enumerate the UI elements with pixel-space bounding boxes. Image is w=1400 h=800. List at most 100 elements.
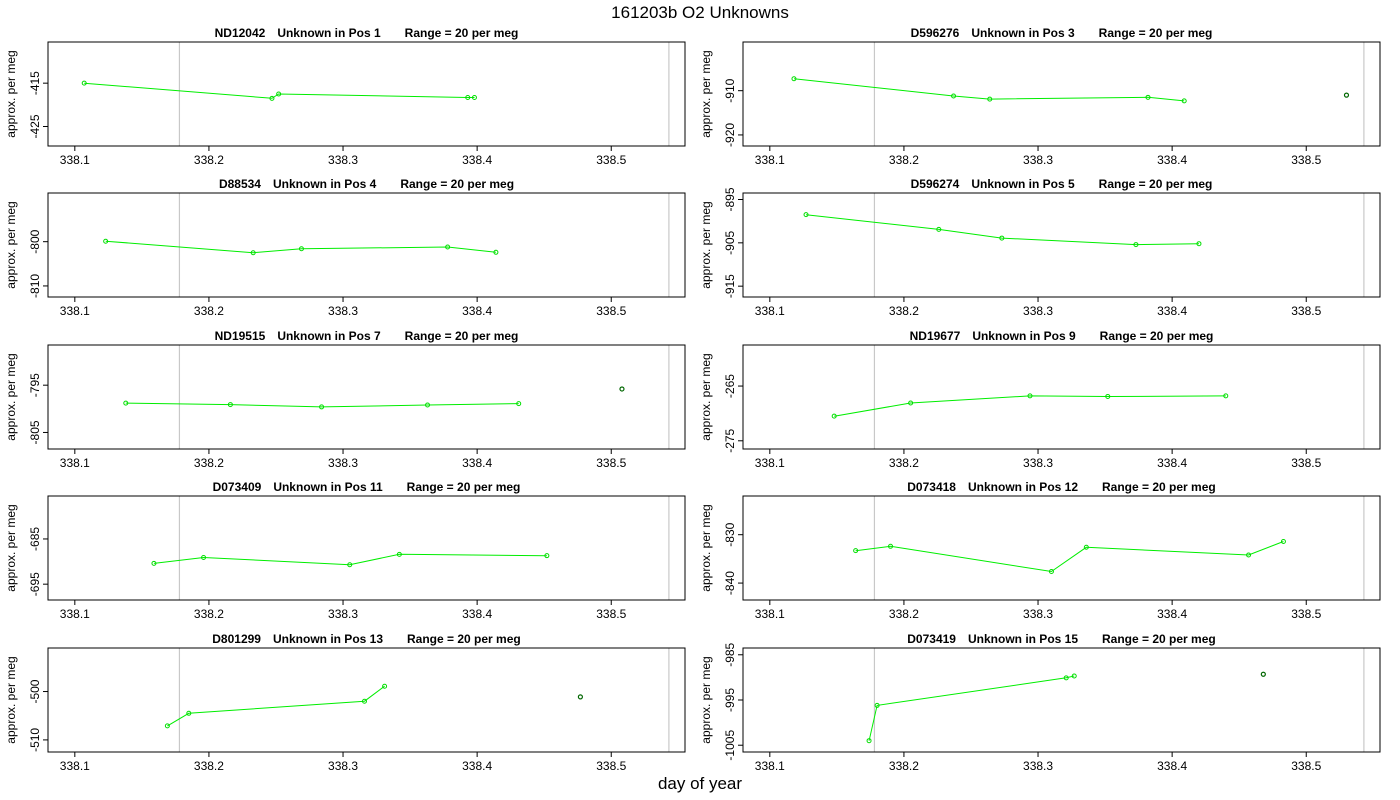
x-tick-label: 338.5 [1291,153,1321,167]
plot-frame [742,647,1381,753]
panel-title: D596274 Unknown in Pos 5 Range = 20 per me… [911,177,1213,191]
x-tick-label: 338.2 [889,304,919,318]
data-point [465,94,471,100]
data-point [888,543,894,549]
y-axis-label: approx. per meg [4,504,18,591]
panel-id: ND19677 [910,329,961,343]
panel-pos-label: Unknown in Pos 15 [968,632,1078,646]
y-tick-label: -985 [723,642,737,666]
panel-d073419: D073419 Unknown in Pos 15 Range = 20 per m… [699,632,1381,773]
series-line [834,395,1226,417]
panel-range-label: Range = 20 per meg [1100,329,1214,343]
series-line [793,78,1185,102]
y-tick-label: -895 [723,187,737,211]
plot-frame [742,344,1381,450]
panel-pos-label: Unknown in Pos 5 [971,177,1075,191]
main-title: 161203b O2 Unknowns [611,3,789,22]
panel-title: ND12042 Unknown in Pos 1 Range = 20 per me… [215,26,519,40]
y-tick-label: -510 [28,728,42,752]
panel-pos-label: Unknown in Pos 12 [968,480,1078,494]
x-tick-label: 338.3 [1023,759,1053,773]
data-point [103,238,109,244]
y-axis-label: approx. per meg [699,656,713,743]
y-tick-label: -275 [723,428,737,452]
panel-d596274: D596274 Unknown in Pos 5 Range = 20 per me… [699,177,1381,318]
data-point [874,702,880,708]
panel-d801299: D801299 Unknown in Pos 13 Range = 20 per m… [4,632,686,773]
y-axis-label: approx. per meg [4,656,18,743]
data-point [1048,568,1054,574]
data-point [269,95,275,101]
panel-range-label: Range = 20 per meg [1099,177,1213,191]
panel-id: D073419 [907,632,956,646]
x-tick-label: 338.4 [1157,759,1187,773]
data-point [250,250,256,256]
plot-frame [47,41,686,147]
series-line [105,240,496,254]
panel-nd12042: ND12042 Unknown in Pos 1 Range = 20 per me… [4,26,686,167]
series-line [855,541,1284,573]
data-point [1223,393,1229,399]
panel-pos-label: Unknown in Pos 13 [273,632,383,646]
data-point [151,560,157,566]
y-tick-label: -695 [28,572,42,596]
plot-frame [47,495,686,601]
x-tick-label: 338.4 [462,304,492,318]
x-tick-label: 338.5 [1291,607,1321,621]
y-tick-label: -840 [723,571,737,595]
y-tick-label: -500 [28,679,42,703]
y-axis-label: approx. per meg [699,50,713,137]
panel-pos-label: Unknown in Pos 9 [972,329,1076,343]
panel-title: ND19515 Unknown in Pos 7 Range = 20 per me… [215,329,519,343]
x-tick-label: 338.3 [328,456,358,470]
panel-id: D073418 [907,480,956,494]
data-point [1063,675,1069,681]
y-tick-label: -800 [28,229,42,253]
y-tick-label: -910 [723,78,737,102]
x-tick-label: 338.5 [596,607,626,621]
x-tick-label: 338.2 [194,153,224,167]
data-point [471,94,477,100]
y-tick-label: -1005 [723,730,737,761]
extra-data-point [577,694,583,700]
y-axis-label: approx. per meg [4,353,18,440]
data-point [445,244,451,250]
y-axis-label: approx. per meg [4,201,18,288]
x-tick-label: 338.4 [462,607,492,621]
x-tick-label: 338.4 [462,153,492,167]
series-line [125,402,519,408]
y-tick-label: -805 [28,420,42,444]
panel-id: ND19515 [215,329,266,343]
data-point [1083,544,1089,550]
panel-range-label: Range = 20 per meg [405,329,519,343]
y-tick-label: -830 [723,522,737,546]
data-point [791,76,797,82]
x-tick-label: 338.3 [1023,153,1053,167]
series-line [167,685,385,727]
x-tick-label: 338.1 [60,759,90,773]
data-point [1181,98,1187,104]
x-tick-label: 338.1 [755,153,785,167]
x-tick-label: 338.2 [889,153,919,167]
plot-frame [47,344,686,450]
x-tick-label: 338.3 [328,759,358,773]
x-tick-label: 338.2 [889,456,919,470]
panel-title: ND19677 Unknown in Pos 9 Range = 20 per me… [910,329,1214,343]
data-point [123,400,129,406]
y-tick-label: -265 [723,374,737,398]
panel-id: D073409 [213,480,262,494]
panel-range-label: Range = 20 per meg [407,480,521,494]
x-tick-label: 338.1 [755,759,785,773]
data-point [1196,241,1202,247]
extra-data-point [619,386,625,392]
y-tick-label: -810 [28,274,42,298]
panel-title: D801299 Unknown in Pos 13 Range = 20 per m… [212,632,520,646]
x-tick-label: 338.2 [889,759,919,773]
data-point [516,401,522,407]
x-tick-label: 338.5 [1291,456,1321,470]
data-point [1280,538,1286,544]
y-axis-label: approx. per meg [699,504,713,591]
panel-pos-label: Unknown in Pos 1 [277,26,381,40]
panel-title: D073409 Unknown in Pos 11 Range = 20 per m… [213,480,521,494]
